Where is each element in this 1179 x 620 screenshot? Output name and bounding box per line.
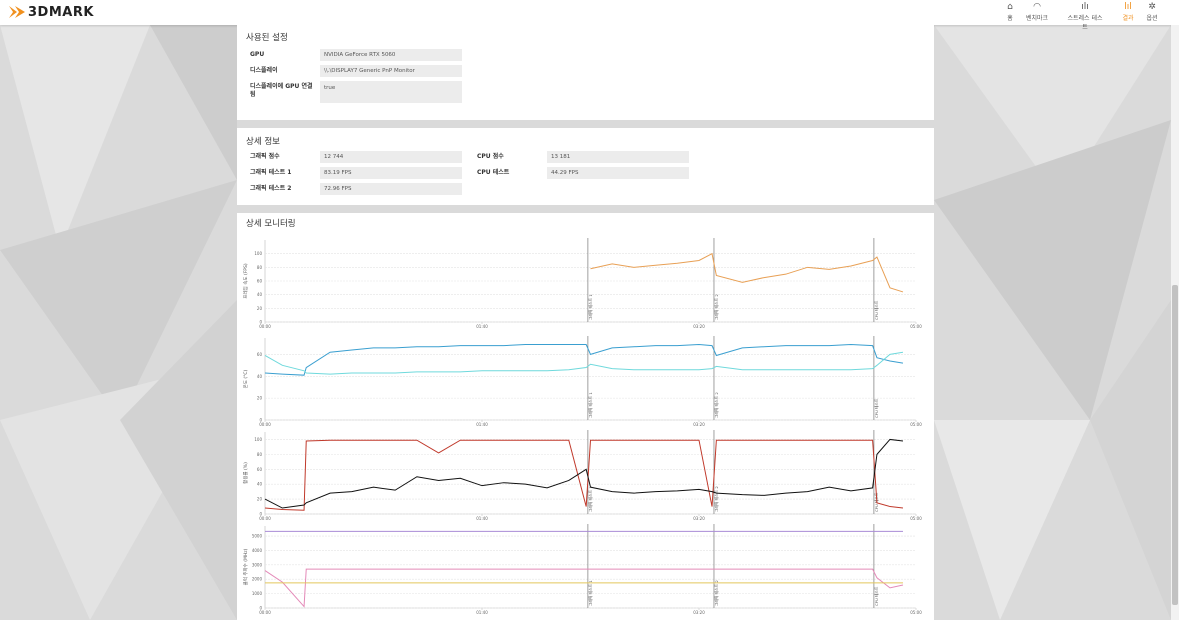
y-tick-label: 100 <box>254 251 262 256</box>
y-tick-label: 80 <box>257 265 263 270</box>
test-marker-label: 그래픽 테스트 1 <box>588 294 593 320</box>
label: CPU 테스트 <box>477 169 510 176</box>
test-marker-label: 그래픽 테스트 1 <box>588 486 593 512</box>
series-line <box>264 344 904 376</box>
x-tick-label: 05:00 <box>910 610 922 615</box>
y-tick-label: 60 <box>257 279 263 284</box>
test-marker-label: CPU 테스트 <box>874 398 879 418</box>
value: 72.96 FPS <box>320 183 462 195</box>
nav-label: 홈 <box>1007 15 1013 22</box>
value: \\.\DISPLAY7 Generic PnP Monitor <box>320 65 462 77</box>
y-tick-label: 20 <box>257 306 263 311</box>
logo: 3DMARK <box>28 5 94 20</box>
test-marker-label: 그래픽 테스트 2 <box>714 486 719 512</box>
x-tick-label: 05:00 <box>910 324 922 329</box>
test-marker-label: CPU 테스트 <box>874 586 879 606</box>
y-tick-label: 3000 <box>252 562 263 567</box>
monitoring-panel: 상세 모니터링 0 20 40 60 80 100 프레임 속도 (FPS) 00:00 01:… <box>237 213 934 620</box>
label: 그래픽 테스트 2 <box>250 185 292 192</box>
series-line <box>264 568 904 608</box>
x-tick-label: 05:00 <box>910 422 922 427</box>
y-tick-label: 2000 <box>252 577 263 582</box>
label: 그래픽 점수 <box>250 153 280 160</box>
x-tick-label: 00:00 <box>259 516 271 521</box>
value: 12 744 <box>320 151 462 163</box>
value: NVIDIA GeForce RTX 5060 <box>320 49 462 61</box>
x-tick-label: 05:00 <box>910 516 922 521</box>
y-tick-label: 40 <box>257 374 263 379</box>
y-tick-label: 0 <box>259 418 262 423</box>
x-tick-label: 01:40 <box>476 516 488 521</box>
label: GPU <box>250 51 265 58</box>
x-tick-label: 01:40 <box>476 324 488 329</box>
nav-label: 스트레스 테스트 <box>1067 15 1103 31</box>
y-axis-label: 프레임 속도 (FPS) <box>242 263 249 298</box>
series-line <box>590 252 904 293</box>
label: 디스플레이 <box>250 67 278 74</box>
test-marker-label: 그래픽 테스트 2 <box>714 392 719 418</box>
nav-label: 옵션 <box>1146 15 1158 22</box>
test-marker-label: 그래픽 테스트 1 <box>588 392 593 418</box>
x-tick-label: 00:00 <box>259 422 271 427</box>
x-tick-label: 03:20 <box>693 610 705 615</box>
monitoring-charts: 0 20 40 60 80 100 프레임 속도 (FPS) 00:00 01:40 03:20 0… <box>242 238 922 615</box>
y-tick-label: 1000 <box>252 591 263 596</box>
nav-results[interactable]: lıl 결과 <box>1122 2 1134 22</box>
section-title: 상세 모니터링 <box>246 219 296 229</box>
nav-stress[interactable]: ılı 스트레스 테스트 <box>1067 2 1103 31</box>
value: 44.29 FPS <box>547 167 689 179</box>
y-tick-label: 4000 <box>252 548 263 553</box>
series-line <box>264 438 904 509</box>
y-tick-label: 60 <box>257 467 263 472</box>
x-tick-label: 03:20 <box>693 516 705 521</box>
y-tick-label: 80 <box>257 452 263 457</box>
nav-benchmark[interactable]: ◠ 벤치마크 <box>1025 2 1049 22</box>
nav-options[interactable]: ✲ 옵션 <box>1146 2 1158 22</box>
y-axis-label: 클럭 주파수 (MHz) <box>242 548 249 585</box>
y-tick-label: 0 <box>259 320 262 325</box>
y-tick-label: 40 <box>257 482 263 487</box>
top-bar: 3DMARK ⌂ 홈 ◠ 벤치마크 ılı 스트레스 테스트 lıl 결과 ✲ 옵션 <box>0 0 1179 31</box>
y-tick-label: 20 <box>257 497 263 502</box>
nav-home[interactable]: ⌂ 홈 <box>1007 2 1013 22</box>
nav-label: 벤치마크 <box>1025 15 1049 22</box>
x-tick-label: 03:20 <box>693 422 705 427</box>
value: true <box>320 81 462 103</box>
y-axis-label: 활용률 (%) <box>242 462 249 484</box>
section-title: 상세 정보 <box>246 137 280 147</box>
y-tick-label: 60 <box>257 352 263 357</box>
section-title: 사용된 설정 <box>246 33 288 43</box>
test-marker-label: 그래픽 테스트 1 <box>588 580 593 606</box>
label: 그래픽 테스트 1 <box>250 169 292 176</box>
y-tick-label: 40 <box>257 292 263 297</box>
nav-label: 결과 <box>1122 15 1134 22</box>
value: 13 181 <box>547 151 689 163</box>
scrollbar-thumb[interactable] <box>1172 285 1178 605</box>
settings-panel: 사용된 설정 GPU NVIDIA GeForce RTX 5060 디스플레이… <box>237 25 934 120</box>
y-tick-label: 100 <box>254 437 262 442</box>
y-axis-label: 온도 (°C) <box>243 369 249 388</box>
label: 디스플레이에 GPU 연결됨 <box>250 83 313 98</box>
x-tick-label: 00:00 <box>259 610 271 615</box>
test-marker-label: 그래픽 테스트 2 <box>714 580 719 606</box>
x-tick-label: 01:40 <box>476 422 488 427</box>
label: CPU 점수 <box>477 153 504 160</box>
x-tick-label: 00:00 <box>259 324 271 329</box>
x-tick-label: 01:40 <box>476 610 488 615</box>
logo-icon <box>9 6 25 18</box>
series-line <box>264 439 904 511</box>
y-tick-label: 0 <box>259 606 262 611</box>
value: 83.19 FPS <box>320 167 462 179</box>
details-panel: 상세 정보 그래픽 점수 12 744 그래픽 테스트 1 83.19 FPS … <box>237 128 934 205</box>
test-marker-label: CPU 테스트 <box>874 300 879 320</box>
y-tick-label: 5000 <box>252 534 263 539</box>
test-marker-label: 그래픽 테스트 2 <box>714 294 719 320</box>
y-tick-label: 20 <box>257 396 263 401</box>
y-tick-label: 0 <box>259 512 262 517</box>
series-line <box>264 351 904 375</box>
x-tick-label: 03:20 <box>693 324 705 329</box>
